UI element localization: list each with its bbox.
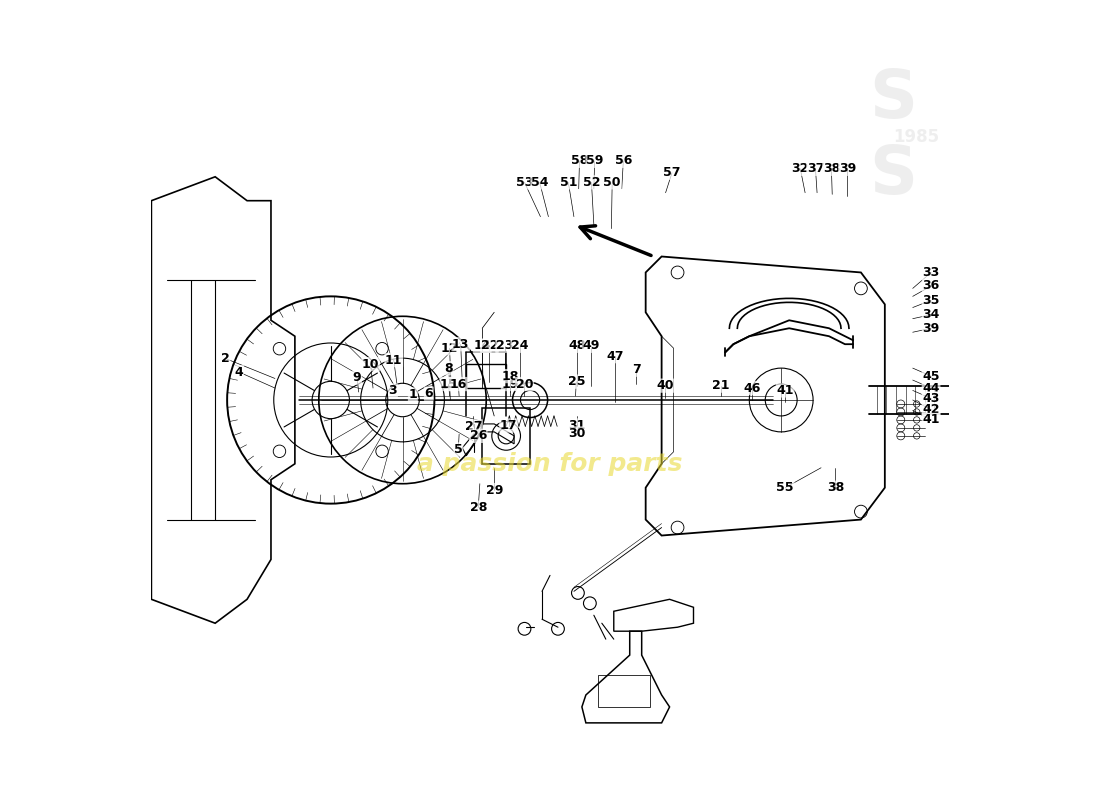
Text: 21: 21: [712, 379, 729, 392]
Bar: [466, 364, 506, 388]
Text: 29: 29: [485, 483, 503, 497]
Text: 57: 57: [663, 166, 681, 179]
Text: 45: 45: [922, 370, 939, 382]
Text: 28: 28: [470, 501, 487, 514]
Text: 15: 15: [440, 378, 458, 390]
Text: 46: 46: [742, 382, 760, 394]
Text: 2: 2: [221, 352, 230, 365]
Text: 10: 10: [362, 358, 380, 370]
Text: 55: 55: [777, 481, 794, 494]
Text: 18: 18: [502, 370, 519, 382]
Text: 47: 47: [606, 350, 624, 362]
Text: 43: 43: [923, 392, 939, 405]
Text: 33: 33: [923, 266, 939, 279]
Text: 37: 37: [806, 162, 824, 175]
Text: 20: 20: [516, 378, 534, 390]
Bar: [482, 408, 530, 464]
Text: 51: 51: [560, 176, 578, 189]
Text: 4: 4: [234, 366, 243, 378]
Text: 34: 34: [923, 308, 939, 321]
Text: 54: 54: [531, 176, 549, 189]
Text: 19: 19: [502, 378, 519, 390]
Text: 49: 49: [583, 339, 601, 352]
Text: 44: 44: [922, 382, 939, 394]
Text: 26: 26: [470, 430, 487, 442]
Text: 56: 56: [615, 154, 632, 167]
Text: 5: 5: [454, 443, 463, 456]
Text: 13: 13: [452, 338, 470, 350]
Text: 53: 53: [516, 176, 534, 189]
Text: 38: 38: [827, 481, 844, 494]
Text: 25: 25: [568, 375, 585, 388]
Text: 23: 23: [496, 339, 514, 352]
Text: 31: 31: [569, 419, 586, 432]
Text: 36: 36: [923, 279, 939, 293]
Text: 1985: 1985: [893, 128, 939, 146]
Text: 35: 35: [923, 294, 939, 307]
Text: 41: 41: [777, 384, 794, 397]
Text: 1: 1: [408, 388, 417, 401]
Text: 8: 8: [444, 362, 453, 374]
Text: a passion for parts: a passion for parts: [417, 452, 683, 476]
Text: S
S: S S: [869, 66, 916, 208]
Text: 40: 40: [656, 379, 673, 392]
Text: 22: 22: [481, 339, 498, 352]
Text: 41: 41: [922, 414, 939, 426]
Text: 38: 38: [823, 162, 840, 175]
Text: 24: 24: [512, 339, 528, 352]
Text: 6: 6: [425, 387, 433, 400]
Text: 58: 58: [571, 154, 588, 167]
Bar: [597, 675, 650, 707]
Text: 39: 39: [838, 162, 856, 175]
Text: 27: 27: [464, 420, 482, 433]
Text: 39: 39: [923, 322, 939, 334]
Text: 3: 3: [388, 384, 397, 397]
Text: 7: 7: [631, 363, 640, 376]
Text: 52: 52: [583, 176, 601, 189]
Text: 30: 30: [569, 427, 586, 440]
Text: 59: 59: [586, 154, 603, 167]
Text: 14: 14: [473, 339, 491, 352]
Text: 9: 9: [353, 371, 362, 384]
Text: 42: 42: [922, 403, 939, 416]
Text: 32: 32: [792, 162, 808, 175]
Text: 17: 17: [499, 419, 517, 432]
Text: 16: 16: [450, 378, 468, 390]
Text: 11: 11: [385, 354, 403, 366]
Text: 48: 48: [569, 339, 586, 352]
Text: 12: 12: [441, 342, 459, 354]
Text: 50: 50: [604, 176, 620, 189]
